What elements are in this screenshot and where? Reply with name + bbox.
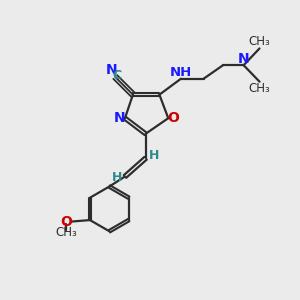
Text: CH₃: CH₃ <box>249 35 270 48</box>
Text: N: N <box>106 63 118 76</box>
Text: NH: NH <box>169 66 192 79</box>
Text: C: C <box>112 69 121 82</box>
Text: H: H <box>148 149 159 162</box>
Text: O: O <box>61 214 72 229</box>
Text: CH₃: CH₃ <box>56 226 77 239</box>
Text: N: N <box>238 52 250 66</box>
Text: O: O <box>168 111 179 125</box>
Text: N: N <box>114 111 125 125</box>
Text: CH₃: CH₃ <box>249 82 270 95</box>
Text: H: H <box>112 172 122 184</box>
